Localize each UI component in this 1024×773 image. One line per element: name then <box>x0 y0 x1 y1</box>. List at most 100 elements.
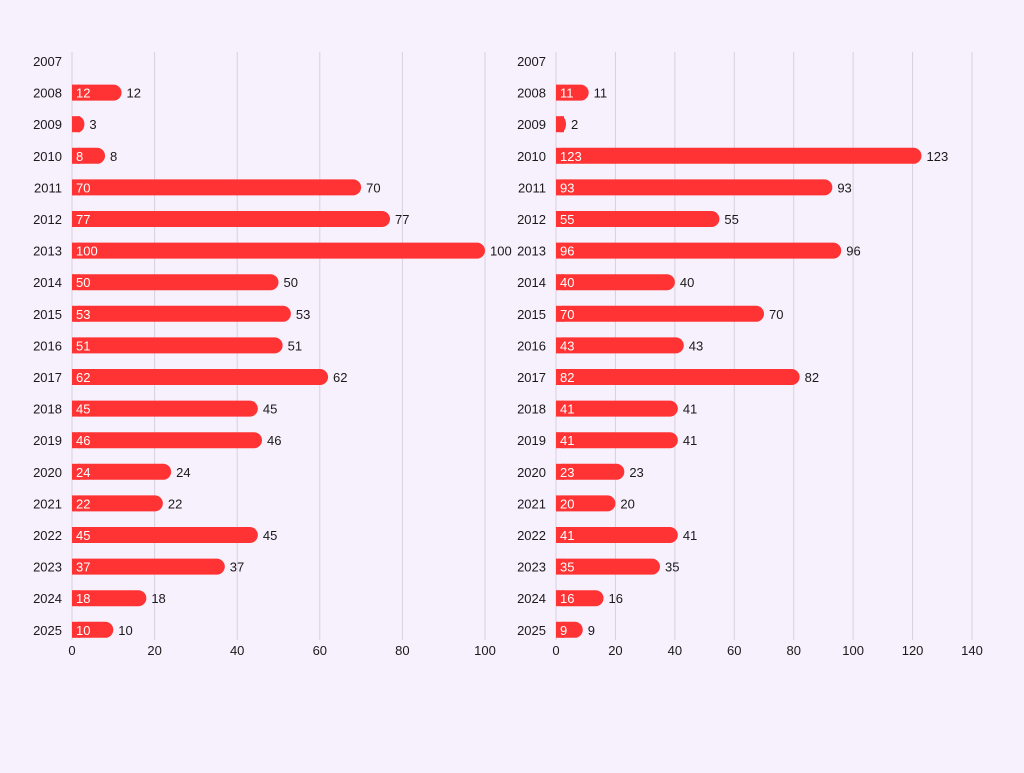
bar-base-right-2013 <box>556 242 564 259</box>
bar-inner-label-right-2010: 123 <box>560 149 582 164</box>
category-label-right-2009: 2009 <box>517 117 546 132</box>
category-label-left-2023: 2023 <box>33 560 62 575</box>
category-label-left-2007: 2007 <box>33 54 62 69</box>
data-label-left-2008: 12 <box>127 86 141 101</box>
bar-inner-label-left-2017: 62 <box>76 370 90 385</box>
category-label-right-2025: 2025 <box>517 623 546 638</box>
bar-base-left-2023 <box>72 558 80 575</box>
chart-right: 0 20 40 60 80 100 120 140 2007 2008 11 11 2009 2 2010 1… <box>517 52 983 658</box>
bar-inner-label-right-2024: 16 <box>560 591 574 606</box>
bar-base-right-2011 <box>556 179 564 196</box>
data-label-left-2012: 77 <box>395 212 409 227</box>
category-label-left-2019: 2019 <box>33 433 62 448</box>
bar-base-right-2015 <box>556 305 564 322</box>
bar-base-right-2014 <box>556 274 564 291</box>
x-tick-label-right-120: 120 <box>902 643 924 658</box>
data-label-left-2023: 37 <box>230 560 244 575</box>
x-tick-label-left-0: 0 <box>68 643 75 658</box>
category-label-right-2012: 2012 <box>517 212 546 227</box>
data-label-right-2024: 16 <box>609 591 623 606</box>
data-label-right-2023: 35 <box>665 560 679 575</box>
bar-base-right-2017 <box>556 369 564 385</box>
bar-base-left-2025 <box>72 621 80 638</box>
x-tick-label-left-60: 60 <box>313 643 327 658</box>
bar-base-right-2019 <box>556 432 564 449</box>
category-label-left-2025: 2025 <box>33 623 62 638</box>
category-label-left-2014: 2014 <box>33 275 62 290</box>
bar-right-2011 <box>556 179 833 196</box>
category-label-right-2011: 2011 <box>518 180 546 195</box>
bar-base-left-2021 <box>72 495 80 512</box>
data-label-right-2016: 43 <box>689 338 703 353</box>
bar-base-right-2009 <box>556 116 564 133</box>
category-label-left-2013: 2013 <box>33 244 62 259</box>
bar-left-2024 <box>72 590 147 607</box>
bar-inner-label-right-2020: 23 <box>560 465 574 480</box>
bar-right-2012 <box>556 211 720 227</box>
category-label-left-2009: 2009 <box>33 117 62 132</box>
bar-left-2022 <box>72 527 258 543</box>
data-label-left-2009: 3 <box>89 117 96 132</box>
bar-right-2021 <box>556 495 616 512</box>
x-tick-label-right-0: 0 <box>552 643 559 658</box>
bar-right-2018 <box>556 400 678 417</box>
bar-left-2021 <box>72 495 163 512</box>
x-tick-label-left-40: 40 <box>230 643 244 658</box>
category-label-right-2014: 2014 <box>517 275 546 290</box>
bar-inner-label-left-2016: 51 <box>76 338 90 353</box>
bar-base-left-2020 <box>72 463 80 480</box>
bar-right-2015 <box>556 305 764 322</box>
category-label-right-2007: 2007 <box>517 54 546 69</box>
bar-right-2020 <box>556 463 625 480</box>
x-tick-label-right-80: 80 <box>786 643 800 658</box>
category-label-right-2013: 2013 <box>517 244 546 259</box>
bar-inner-label-right-2017: 82 <box>560 370 574 385</box>
bar-inner-label-left-2008: 12 <box>76 86 90 101</box>
bar-right-2014 <box>556 274 675 291</box>
data-label-left-2011: 70 <box>366 180 380 195</box>
bar-base-right-2012 <box>556 211 564 227</box>
category-label-left-2018: 2018 <box>33 402 62 417</box>
bar-left-2020 <box>72 463 172 480</box>
bar-base-right-2021 <box>556 495 564 512</box>
category-label-left-2022: 2022 <box>33 528 62 543</box>
bar-base-left-2013 <box>72 242 80 259</box>
bar-base-right-2016 <box>556 337 564 354</box>
bar-right-2013 <box>556 242 842 259</box>
bar-inner-label-left-2013: 100 <box>76 244 98 259</box>
bar-inner-label-right-2021: 20 <box>560 496 574 511</box>
bar-base-right-2022 <box>556 527 564 543</box>
bar-base-right-2023 <box>556 558 564 575</box>
category-label-right-2021: 2021 <box>517 496 546 511</box>
category-label-left-2016: 2016 <box>33 338 62 353</box>
category-label-left-2010: 2010 <box>33 149 62 164</box>
bar-inner-label-right-2014: 40 <box>560 275 574 290</box>
category-label-right-2019: 2019 <box>517 433 546 448</box>
chart-left: 0 20 40 60 80 100 2007 2008 12 12 2009 3 2010 8 8 2011 7… <box>33 52 512 658</box>
category-label-left-2008: 2008 <box>33 86 62 101</box>
data-label-right-2018: 41 <box>683 402 697 417</box>
bar-base-right-2010 <box>556 147 564 164</box>
data-label-left-2019: 46 <box>267 433 281 448</box>
x-tick-label-right-60: 60 <box>727 643 741 658</box>
category-label-left-2012: 2012 <box>33 212 62 227</box>
bar-inner-label-left-2025: 10 <box>76 623 90 638</box>
bar-inner-label-left-2018: 45 <box>76 402 90 417</box>
bar-base-left-2024 <box>72 590 80 607</box>
bar-base-left-2014 <box>72 274 80 291</box>
x-tick-label-left-20: 20 <box>147 643 161 658</box>
bar-left-2013 <box>72 242 485 259</box>
category-label-left-2015: 2015 <box>33 307 62 322</box>
x-tick-label-right-100: 100 <box>842 643 864 658</box>
category-label-left-2020: 2020 <box>33 465 62 480</box>
data-label-left-2014: 50 <box>284 275 298 290</box>
category-label-right-2008: 2008 <box>517 86 546 101</box>
bar-base-right-2018 <box>556 400 564 417</box>
bar-inner-label-right-2018: 41 <box>560 402 574 417</box>
bar-base-left-2010 <box>72 147 80 164</box>
data-label-right-2008: 11 <box>594 86 608 101</box>
category-label-right-2010: 2010 <box>517 149 546 164</box>
data-label-right-2022: 41 <box>683 528 697 543</box>
